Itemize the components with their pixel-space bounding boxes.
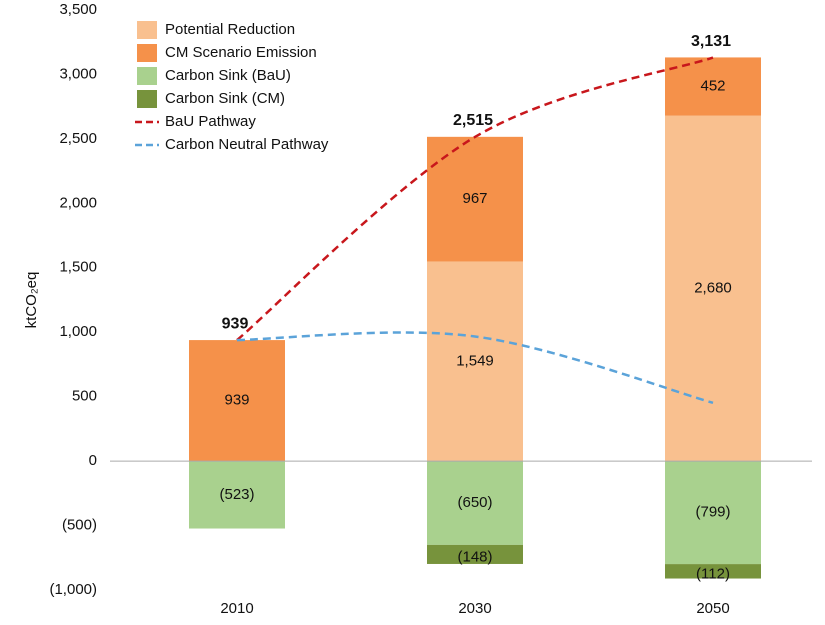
bar: [665, 461, 761, 565]
data-label: 939: [224, 392, 249, 409]
data-label: 967: [462, 190, 487, 207]
y-tick-label: 0: [89, 452, 97, 469]
x-tick-label: 2050: [696, 600, 729, 617]
legend-label: CM Scenario Emission: [165, 44, 317, 61]
bar: [189, 461, 285, 529]
legend-swatch: [137, 67, 157, 85]
y-tick-label: 2,500: [59, 130, 97, 147]
y-tick-label: (1,000): [49, 581, 97, 598]
data-label: 1,549: [456, 352, 494, 369]
bar: [427, 461, 523, 545]
legend-swatch: [137, 21, 157, 39]
y-tick-label: 500: [72, 388, 97, 405]
data-label: (112): [696, 565, 730, 582]
y-tick-label: (500): [62, 517, 97, 534]
line-label: 939: [222, 315, 249, 332]
y-tick-label: 1,500: [59, 259, 97, 276]
bar: [189, 340, 285, 462]
legend-label: Potential Reduction: [165, 21, 295, 38]
bar: [427, 261, 523, 462]
data-label: (148): [457, 548, 492, 565]
y-tick-label: 2,000: [59, 194, 97, 211]
bar: [665, 57, 761, 116]
line: [236, 331, 714, 405]
y-axis-label: ktCO₂eq: [23, 272, 40, 329]
bar: [665, 115, 761, 462]
legend-label: BaU Pathway: [165, 113, 256, 130]
line-label: 3,131: [691, 33, 731, 50]
data-label: 2,680: [694, 279, 732, 296]
legend-swatch: [137, 44, 157, 62]
legend-swatch: [137, 90, 157, 108]
data-label: (650): [457, 494, 492, 511]
data-label: (799): [695, 504, 730, 521]
line-label: 2,515: [453, 112, 493, 129]
legend-label: Carbon Neutral Pathway: [165, 136, 329, 153]
data-label: 452: [700, 78, 725, 95]
y-tick-label: 1,000: [59, 323, 97, 340]
bar: [427, 544, 523, 564]
y-tick-label: 3,000: [59, 65, 97, 82]
legend-label: Carbon Sink (BaU): [165, 67, 291, 84]
x-tick-label: 2010: [220, 600, 253, 617]
legend-label: Carbon Sink (CM): [165, 90, 285, 107]
line: [236, 56, 714, 342]
y-tick-label: 3,500: [59, 1, 97, 18]
x-tick-label: 2030: [458, 600, 491, 617]
bar: [665, 564, 761, 579]
data-label: (523): [219, 486, 254, 503]
